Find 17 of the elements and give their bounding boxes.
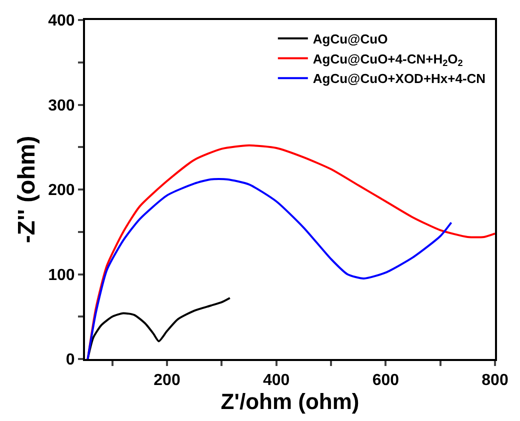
- y-axis-title: -Z'' (ohm): [14, 136, 41, 244]
- line-series: [86, 178, 452, 359]
- x-tick-label: 400: [262, 372, 290, 390]
- line-series: [86, 296, 231, 359]
- x-tick-label: 800: [482, 372, 508, 390]
- x-tick-label: 200: [154, 372, 180, 390]
- legend-label: AgCu@CuO+4-CN+H$_{2}$O$_{2}$: [312, 51, 463, 68]
- y-tick-label: 400: [48, 12, 75, 30]
- y-tick-label: 200: [48, 182, 75, 200]
- y-tick-label: 300: [48, 97, 75, 114]
- legend-label: AgCu@CuO+XOD+Hx+4-CN: [312, 71, 486, 86]
- x-tick-label: 600: [372, 372, 400, 390]
- y-tick-label: 100: [48, 266, 75, 284]
- line-series: [86, 144, 495, 359]
- legend-label: AgCu@CuO: [312, 31, 388, 46]
- x-axis-title: Z'/ohm (ohm): [220, 389, 360, 414]
- y-tick-label: 0: [66, 352, 75, 369]
